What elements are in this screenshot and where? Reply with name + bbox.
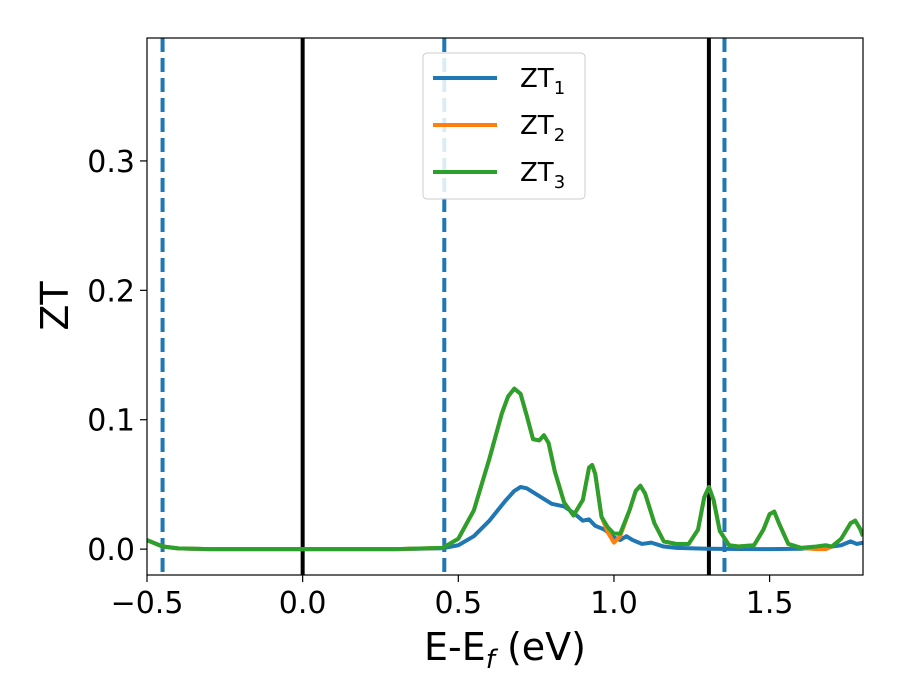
legend: ZT1 ZT2 ZT3 [422,52,586,200]
legend-label-3: ZT3 [520,158,565,193]
x-tick-label-1: 0.0 [279,586,327,621]
x-tick-label-3: 1.0 [590,586,638,621]
legend-frame [422,52,586,200]
y-axis-label: ZT [33,281,77,331]
y-tick-label-0: 0.0 [87,533,135,568]
plot-frame [146,37,864,576]
series-lines [147,386,863,552]
y-tick-label-1: 0.1 [87,404,135,439]
series-line-3 [147,386,863,552]
x-axis-label-unit: (eV) [495,625,586,669]
legend-label-2: ZT2 [520,111,565,146]
y-tick-label-3: 0.3 [87,145,135,180]
x-tick-label-4: 1.5 [746,586,794,621]
x-tick-label-2: 0.5 [434,586,482,621]
x-axis-ticks: −0.5 0.0 0.5 1.0 1.5 [111,575,794,621]
y-axis-ticks: 0.0 0.1 0.2 0.3 [87,145,147,568]
x-tick-label-0: −0.5 [111,586,184,621]
y-tick-label-2: 0.2 [87,274,135,309]
series-line-1 [147,485,863,552]
legend-label-1: ZT1 [520,64,565,99]
x-axis-label: E-Ef (eV) [424,625,586,675]
series-line-2 [147,386,863,552]
x-axis-label-main: E-E [424,625,486,669]
